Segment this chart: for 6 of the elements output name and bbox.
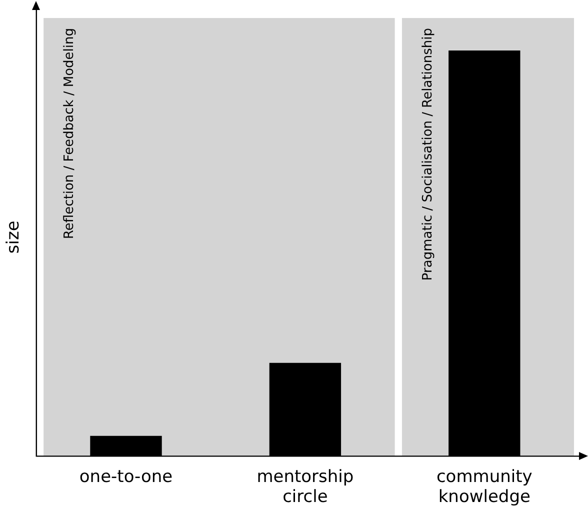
band-label: Reflection / Feedback / Modeling: [62, 28, 77, 240]
x-tick-label: community knowledge: [436, 466, 532, 508]
x-tick-label: one-to-one: [79, 466, 173, 487]
y-axis-title: size: [4, 220, 24, 254]
band-label: Pragmatic / Socialisation / Relationship: [420, 28, 436, 281]
x-tick-label: mentorship circle: [256, 466, 354, 508]
